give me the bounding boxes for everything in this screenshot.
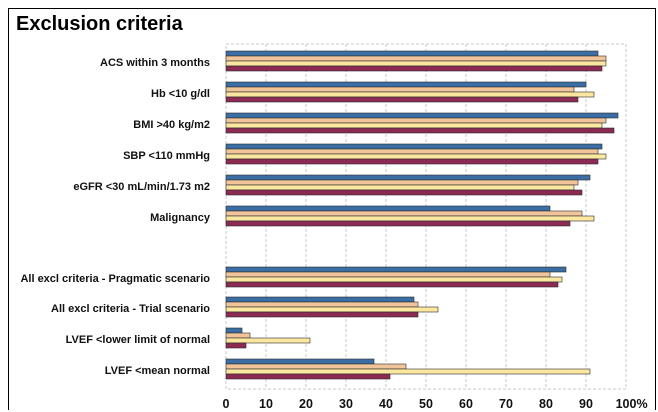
x-tick-label: 30 — [339, 397, 353, 411]
bar — [225, 91, 595, 98]
bar — [225, 50, 599, 57]
bar — [225, 342, 247, 349]
bar — [225, 301, 419, 308]
category-label: SBP <110 mmHg — [123, 150, 210, 162]
category-label: BMI >40 kg/m2 — [133, 119, 210, 131]
x-tick-label: 80 — [539, 397, 553, 411]
x-tick-labels: 0 10 20 30 40 50 60 70 80 90 100 — [223, 397, 637, 411]
category-label: All excl criteria - Trial scenario — [51, 303, 210, 315]
category-labels: ACS within 3 months Hb <10 g/dl BMI >40 kg… — [20, 57, 210, 377]
x-tick-label: 50 — [419, 397, 433, 411]
bar — [225, 86, 575, 93]
x-tick-label: 60 — [459, 397, 473, 411]
chart-frame — [8, 8, 656, 410]
bar — [225, 215, 595, 222]
bar — [225, 65, 603, 72]
category-label: Malignancy — [150, 212, 211, 224]
bar — [225, 368, 591, 375]
category-label: LVEF <mean normal — [105, 365, 210, 377]
bar — [225, 205, 551, 212]
bar — [225, 55, 607, 62]
bar — [225, 276, 563, 283]
x-tick-label: 0 — [223, 397, 230, 411]
bar — [225, 184, 575, 191]
bar — [225, 373, 391, 380]
bars — [225, 50, 619, 380]
bar — [225, 60, 607, 67]
bar — [225, 117, 607, 124]
bar — [225, 81, 587, 88]
bar — [225, 332, 251, 339]
bar — [225, 306, 439, 313]
bar — [225, 220, 571, 227]
bar — [225, 337, 311, 344]
bar — [225, 311, 419, 318]
bar — [225, 266, 567, 273]
chart-title: Exclusion criteria — [16, 13, 184, 35]
category-label: eGFR <30 mL/min/1.73 m2 — [73, 181, 210, 193]
bar — [225, 281, 559, 288]
bar — [225, 148, 599, 155]
bar — [225, 210, 583, 217]
bar — [225, 143, 603, 150]
bar — [225, 271, 551, 278]
bar — [225, 363, 407, 370]
category-label: LVEF <lower limit of normal — [66, 334, 210, 346]
x-tick-label: 10 — [259, 397, 273, 411]
category-label: Hb <10 g/dl — [151, 88, 210, 100]
x-tick-label: 40 — [379, 397, 393, 411]
bar — [225, 189, 583, 196]
bar — [225, 153, 607, 160]
bar — [225, 96, 579, 103]
bar — [225, 122, 603, 129]
bar — [225, 327, 243, 334]
bar — [225, 127, 615, 134]
bar — [225, 174, 591, 181]
bar — [225, 158, 599, 165]
bar — [225, 112, 619, 119]
bar — [225, 358, 375, 365]
x-tick-label: 70 — [499, 397, 513, 411]
category-label: All excl criteria - Pragmatic scenario — [20, 273, 210, 285]
bar — [225, 179, 579, 186]
x-unit-label: % — [636, 397, 647, 411]
x-tick-label: 20 — [299, 397, 313, 411]
x-tick-label: 90 — [579, 397, 593, 411]
bar — [225, 296, 415, 303]
category-label: ACS within 3 months — [100, 57, 210, 69]
x-tick-label: 100 — [616, 397, 637, 411]
